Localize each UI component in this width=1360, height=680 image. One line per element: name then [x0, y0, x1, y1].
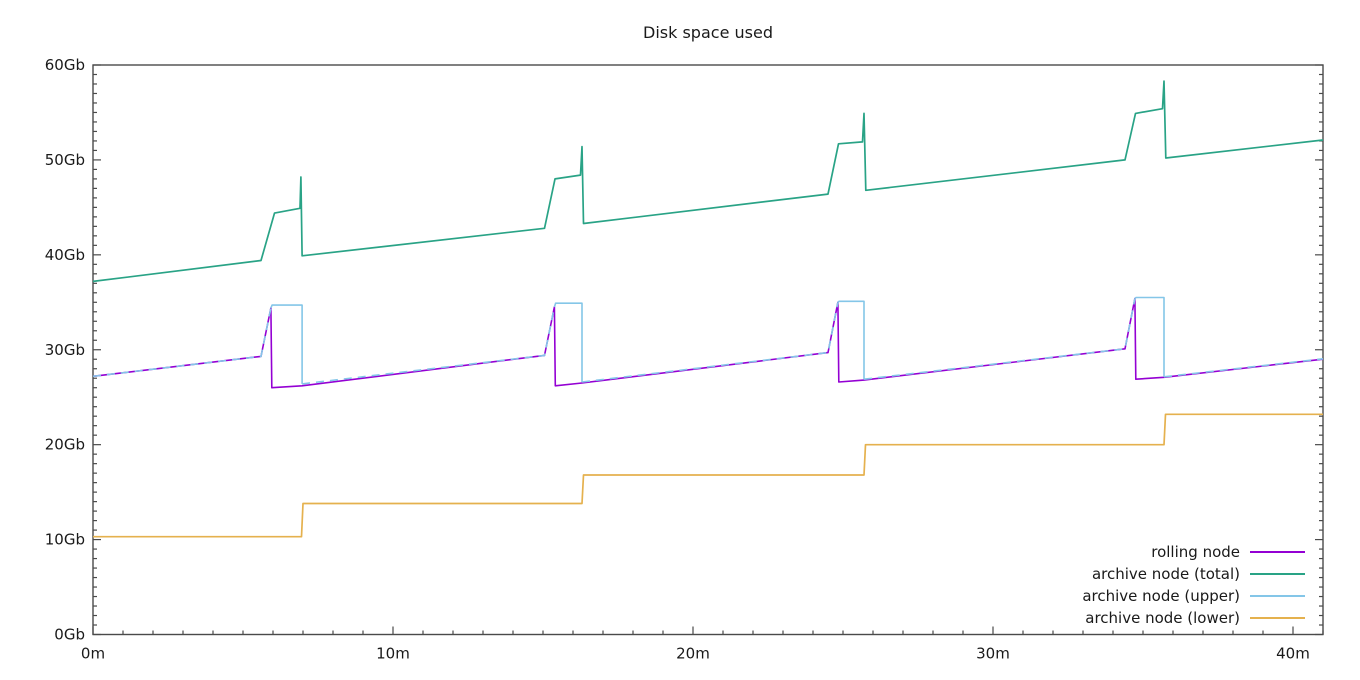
series-line-archive-node-upper [553, 302, 583, 382]
series-archive-node-total [92, 80, 1324, 283]
series-line-archive-node-upper [1163, 358, 1324, 378]
series-line-archive-node-upper [863, 298, 1136, 380]
series-line-rolling-node [92, 297, 1324, 389]
legend-item-rolling-node: rolling node [1151, 543, 1305, 561]
x-tick-label: 0m [81, 645, 105, 663]
series-line-archive-node-upper [837, 300, 865, 380]
y-tick-label: 0Gb [54, 626, 85, 644]
plot-border [92, 64, 1324, 636]
x-tick-label: 40m [1276, 645, 1310, 663]
legend-item-archive-node-upper: archive node (upper) [1082, 587, 1305, 605]
legend-label: archive node (upper) [1082, 587, 1240, 605]
legend-label: archive node (lower) [1085, 609, 1240, 627]
y-tick-label: 30Gb [45, 341, 85, 359]
series-archive-node-lower [93, 413, 1323, 538]
y-tick-label: 50Gb [45, 151, 85, 169]
axes: 0m 10m 20m 30m 40m 0Gb 10Gb 20Gb 30Gb 40Gb 50Gb 60G… [45, 56, 1324, 663]
series-rolling-node [92, 297, 1324, 389]
y-tick-label: 40Gb [45, 246, 85, 264]
plot-series [92, 80, 1324, 538]
legend-label: archive node (total) [1092, 565, 1240, 583]
series-line-archive-node-total [92, 80, 1324, 283]
series-line-archive-node-upper [92, 307, 272, 378]
series-line-archive-node-upper [302, 306, 556, 385]
series-line-archive-node-upper [270, 304, 303, 384]
series-line-archive-node-upper [1134, 296, 1165, 377]
legend: rolling node archive node (total) archive … [1082, 543, 1305, 627]
legend-label: rolling node [1151, 543, 1240, 561]
series-line-archive-node-lower [93, 413, 1323, 538]
y-tick-label: 10Gb [45, 531, 85, 549]
x-tick-label: 10m [376, 645, 410, 663]
legend-item-archive-node-total: archive node (total) [1092, 565, 1305, 583]
legend-item-archive-node-lower: archive node (lower) [1085, 609, 1305, 627]
series-archive-node-upper [92, 296, 1324, 385]
y-tick-label: 60Gb [45, 56, 85, 74]
x-tick-label: 30m [976, 645, 1010, 663]
y-tick-label: 20Gb [45, 436, 85, 454]
series-line-archive-node-upper [581, 302, 839, 383]
chart-title: Disk space used [643, 23, 773, 42]
x-tick-label: 20m [676, 645, 710, 663]
